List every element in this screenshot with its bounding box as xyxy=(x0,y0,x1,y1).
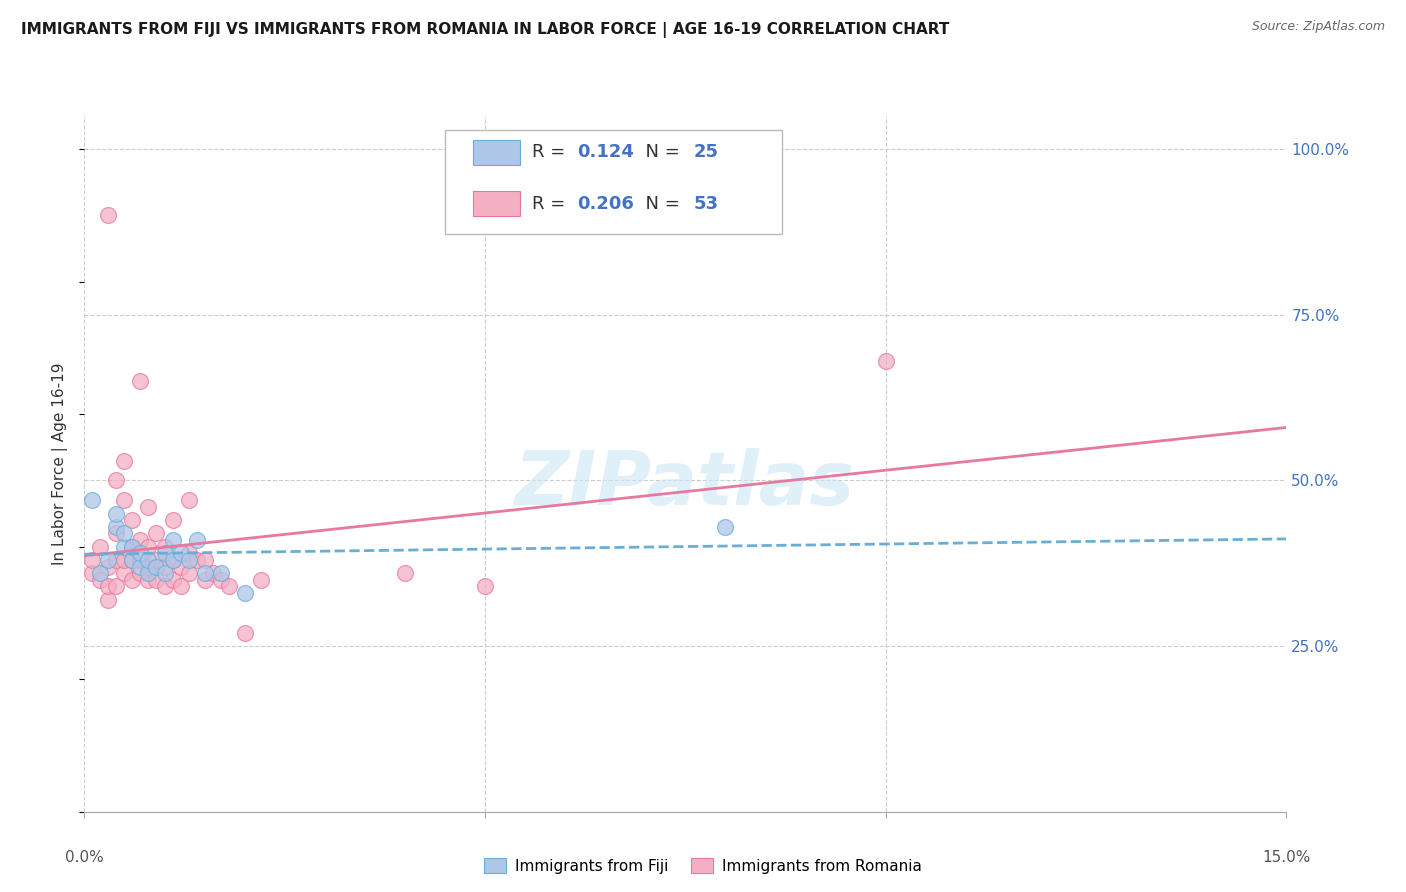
Point xyxy=(169,546,191,560)
Point xyxy=(105,553,128,567)
Point xyxy=(97,559,120,574)
Point xyxy=(218,579,240,593)
Point xyxy=(177,493,200,508)
Point xyxy=(162,553,184,567)
Point xyxy=(105,474,128,488)
Point xyxy=(162,573,184,587)
Point xyxy=(233,586,256,600)
Point xyxy=(89,566,111,581)
Text: 0.206: 0.206 xyxy=(578,194,634,212)
Point xyxy=(153,566,176,581)
Point xyxy=(177,553,200,567)
Text: N =: N = xyxy=(634,194,685,212)
FancyBboxPatch shape xyxy=(446,130,782,235)
Point xyxy=(129,553,152,567)
Point xyxy=(153,559,176,574)
Legend: Immigrants from Fiji, Immigrants from Romania: Immigrants from Fiji, Immigrants from Ro… xyxy=(478,852,928,880)
Text: N =: N = xyxy=(634,143,685,161)
Point xyxy=(145,553,167,567)
Point xyxy=(138,500,160,514)
Point xyxy=(89,540,111,554)
Text: Source: ZipAtlas.com: Source: ZipAtlas.com xyxy=(1251,20,1385,33)
Point xyxy=(177,566,200,581)
Point xyxy=(153,546,176,560)
Point xyxy=(121,540,143,554)
Point xyxy=(114,453,135,467)
Point xyxy=(82,566,104,581)
Point xyxy=(97,208,120,222)
Point xyxy=(201,566,224,581)
Point xyxy=(89,573,111,587)
Point xyxy=(129,566,152,581)
Point xyxy=(249,573,271,587)
Point xyxy=(129,533,152,547)
Point xyxy=(105,507,128,521)
Point xyxy=(138,566,160,581)
Point xyxy=(129,374,152,388)
Point xyxy=(138,559,160,574)
Point xyxy=(121,553,143,567)
Text: 0.0%: 0.0% xyxy=(65,850,104,865)
Point xyxy=(186,533,208,547)
Point xyxy=(145,559,167,574)
Point xyxy=(114,526,135,541)
Point xyxy=(97,592,120,607)
Point xyxy=(194,566,217,581)
Point xyxy=(145,526,167,541)
Text: 53: 53 xyxy=(693,194,718,212)
Point xyxy=(162,553,184,567)
Point xyxy=(114,553,135,567)
Point xyxy=(177,546,200,560)
Text: ZIPatlas: ZIPatlas xyxy=(516,448,855,521)
Point xyxy=(82,553,104,567)
Point xyxy=(233,625,256,640)
Point xyxy=(114,540,135,554)
Point xyxy=(129,559,152,574)
Point xyxy=(82,493,104,508)
Point xyxy=(105,520,128,534)
Point xyxy=(875,354,897,368)
Point xyxy=(97,579,120,593)
Point xyxy=(121,573,143,587)
FancyBboxPatch shape xyxy=(472,191,520,216)
Point xyxy=(121,540,143,554)
Point xyxy=(121,553,143,567)
Point xyxy=(114,566,135,581)
Point xyxy=(138,553,160,567)
Point xyxy=(105,579,128,593)
Text: 0.124: 0.124 xyxy=(578,143,634,161)
Text: 15.0%: 15.0% xyxy=(1263,850,1310,865)
Point xyxy=(153,579,176,593)
Point xyxy=(169,559,191,574)
Point xyxy=(186,553,208,567)
Point xyxy=(97,553,120,567)
Point xyxy=(145,573,167,587)
Point xyxy=(394,566,416,581)
Point xyxy=(194,573,217,587)
Point xyxy=(114,493,135,508)
Point xyxy=(121,513,143,527)
Text: 25: 25 xyxy=(693,143,718,161)
Point xyxy=(474,579,496,593)
Point xyxy=(209,566,232,581)
Point xyxy=(714,520,737,534)
Point xyxy=(129,546,152,560)
Y-axis label: In Labor Force | Age 16-19: In Labor Force | Age 16-19 xyxy=(52,362,69,566)
Text: IMMIGRANTS FROM FIJI VS IMMIGRANTS FROM ROMANIA IN LABOR FORCE | AGE 16-19 CORRE: IMMIGRANTS FROM FIJI VS IMMIGRANTS FROM … xyxy=(21,22,949,38)
Point xyxy=(105,526,128,541)
Point xyxy=(209,573,232,587)
Point xyxy=(169,579,191,593)
Point xyxy=(138,573,160,587)
Text: R =: R = xyxy=(531,143,571,161)
FancyBboxPatch shape xyxy=(472,140,520,165)
Text: R =: R = xyxy=(531,194,571,212)
Point xyxy=(162,513,184,527)
Point xyxy=(162,533,184,547)
Point xyxy=(194,553,217,567)
Point xyxy=(138,540,160,554)
Point xyxy=(153,540,176,554)
